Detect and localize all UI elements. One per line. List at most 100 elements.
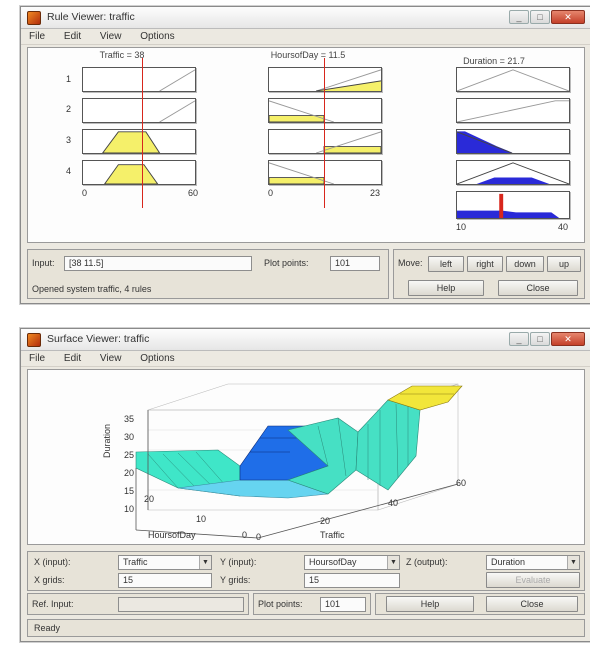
duration-mf-rule-4 [456, 160, 570, 185]
z-tick: 35 [124, 414, 135, 424]
chevron-down-icon: ▼ [199, 556, 211, 569]
plot-points-panel: Plot points: 101 [253, 593, 371, 615]
rule-viewer-menubar: File Edit View Options [21, 29, 590, 45]
chevron-down-icon: ▼ [387, 556, 399, 569]
x-axis-label: Traffic [320, 530, 345, 540]
close-button[interactable]: Close [486, 596, 578, 612]
menu-view[interactable]: View [99, 353, 122, 364]
plot-points-field[interactable]: 101 [320, 597, 366, 612]
move-right-button[interactable]: right [467, 256, 503, 272]
hoursofday-mf-rule-4[interactable] [268, 160, 382, 185]
rule-viewer-titlebar[interactable]: Rule Viewer: traffic _ □ ✕ [21, 7, 590, 29]
ref-input-panel: Ref. Input: [27, 593, 249, 615]
move-down-button[interactable]: down [506, 256, 544, 272]
z-tick: 25 [124, 450, 135, 460]
rule-input-panel: Input: [38 11.5] Plot points: 101 Opened… [27, 249, 389, 299]
traffic-mf-rule-1[interactable] [82, 67, 196, 92]
z-axis-label: Duration [102, 423, 112, 458]
maximize-button[interactable]: □ [530, 332, 550, 346]
hoursofday-range-max: 23 [370, 188, 381, 198]
surface-viewer-titlebar[interactable]: Surface Viewer: traffic _ □ ✕ [21, 329, 590, 351]
traffic-mf-rule-4[interactable] [82, 160, 196, 185]
y-grids-field[interactable]: 15 [304, 573, 400, 588]
surface-axes-panel: X (input): Traffic ▼ Y (input): HoursofD… [27, 551, 585, 591]
move-up-button[interactable]: up [547, 256, 581, 272]
x-input-select[interactable]: Traffic ▼ [118, 555, 212, 570]
z-output-select[interactable]: Duration ▼ [486, 555, 580, 570]
x-tick: 40 [388, 498, 399, 508]
traffic-input-label: Traffic = 38 [99, 50, 145, 60]
input-field[interactable]: [38 11.5] [64, 256, 252, 271]
menu-edit[interactable]: Edit [63, 353, 82, 364]
traffic-range-max: 60 [188, 188, 199, 198]
maximize-button[interactable]: □ [530, 10, 550, 24]
y-tick: 0 [242, 530, 248, 540]
z-tick: 10 [124, 504, 135, 514]
plot-points-label: Plot points: [264, 258, 309, 268]
status-text: Ready [34, 623, 61, 633]
close-button[interactable]: Close [498, 280, 578, 296]
y-input-select[interactable]: HoursofDay ▼ [304, 555, 400, 570]
x-tick: 20 [320, 516, 331, 526]
traffic-mf-rule-3[interactable] [82, 129, 196, 154]
x-input-value: Traffic [123, 557, 148, 567]
menu-edit[interactable]: Edit [63, 31, 82, 42]
minimize-button[interactable]: _ [509, 10, 529, 24]
rule-number: 1 [66, 74, 72, 84]
close-window-button[interactable]: ✕ [551, 332, 585, 346]
hoursofday-range-min: 0 [268, 188, 274, 198]
x-grids-field[interactable]: 15 [118, 573, 212, 588]
move-panel: Move: left right down up Help Close [393, 249, 585, 299]
surface-viewer-window: Surface Viewer: traffic _ □ ✕ File Edit … [20, 328, 590, 642]
hoursofday-input-label: HoursofDay = 11.5 [270, 50, 346, 60]
ref-input-field[interactable] [118, 597, 244, 612]
y-axis-label: HoursofDay [148, 530, 196, 540]
surface-plot [135, 383, 463, 539]
duration-mf-rule-1 [456, 67, 570, 92]
move-label: Move: [398, 258, 423, 268]
hoursofday-mf-rule-2[interactable] [268, 98, 382, 123]
hoursofday-value-indicator[interactable] [324, 58, 325, 208]
z-tick: 20 [124, 468, 135, 478]
rule-number: 3 [66, 135, 72, 145]
x-grids-label: X grids: [34, 575, 65, 585]
rule-plot-area: Traffic = 38 HoursofDay = 11.5 Duration … [27, 47, 585, 243]
hoursofday-mf-rule-3[interactable] [268, 129, 382, 154]
z-output-label: Z (output): [406, 557, 448, 567]
rule-number: 4 [66, 166, 72, 176]
duration-range-min: 10 [456, 222, 467, 232]
surface-buttons-panel: Help Close [375, 593, 585, 615]
z-tick: 30 [124, 432, 135, 442]
close-window-button[interactable]: ✕ [551, 10, 585, 24]
surface-viewer-menubar: File Edit View Options [21, 351, 590, 367]
duration-output-label: Duration = 21.7 [463, 56, 525, 66]
surface-status-panel: Ready [27, 619, 585, 637]
traffic-mf-rule-2[interactable] [82, 98, 196, 123]
duration-range-max: 40 [558, 222, 569, 232]
minimize-button[interactable]: _ [509, 332, 529, 346]
help-button[interactable]: Help [386, 596, 474, 612]
menu-options[interactable]: Options [140, 31, 175, 42]
hoursofday-mf-rule-1[interactable] [268, 67, 382, 92]
move-left-button[interactable]: left [428, 256, 464, 272]
menu-file[interactable]: File [29, 353, 46, 364]
surface-viewer-title: Surface Viewer: traffic [47, 333, 150, 345]
rule-number: 2 [66, 104, 72, 114]
menu-options[interactable]: Options [140, 353, 175, 364]
chevron-down-icon: ▼ [567, 556, 579, 569]
traffic-range-min: 0 [82, 188, 88, 198]
surface-plot-area[interactable]: 35 30 25 20 15 10 Duration 0 20 40 60 Tr… [27, 369, 585, 545]
evaluate-button[interactable]: Evaluate [486, 572, 580, 588]
menu-file[interactable]: File [29, 31, 46, 42]
y-tick: 10 [196, 514, 207, 524]
help-button[interactable]: Help [408, 280, 484, 296]
rule-viewer-title: Rule Viewer: traffic [47, 11, 135, 23]
y-tick: 20 [144, 494, 155, 504]
traffic-value-indicator[interactable] [142, 58, 143, 208]
plot-points-field[interactable]: 101 [330, 256, 380, 271]
menu-view[interactable]: View [99, 31, 122, 42]
x-tick: 0 [256, 532, 262, 542]
duration-mf-rule-2 [456, 98, 570, 123]
status-text: Opened system traffic, 4 rules [32, 284, 152, 294]
plot-points-label: Plot points: [258, 599, 303, 609]
